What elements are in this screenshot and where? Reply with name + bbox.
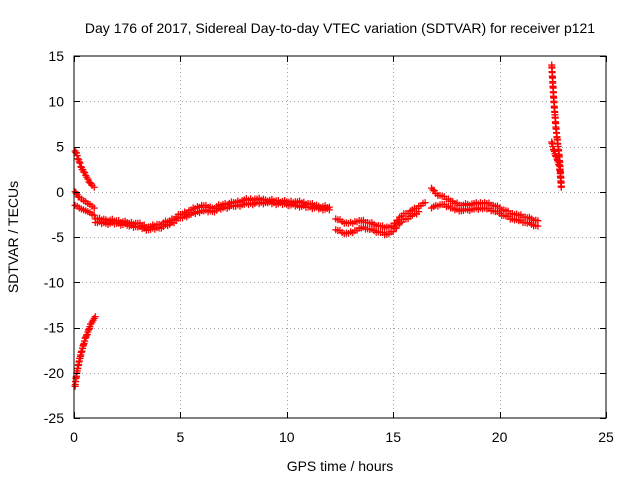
data-point-early-rise bbox=[91, 313, 99, 321]
y-axis-label: SDTVAR / TECUs bbox=[5, 181, 21, 293]
y-tick-label: -5 bbox=[52, 229, 65, 245]
data-point-early-descent-lower bbox=[90, 211, 98, 219]
data-point-early-descent-upper bbox=[73, 152, 81, 160]
data-point-early-descent-upper bbox=[75, 158, 83, 166]
data-point-early-descent-upper bbox=[90, 183, 98, 191]
data-point-early-descent-mid bbox=[90, 204, 98, 212]
x-tick-label: 10 bbox=[279, 429, 295, 445]
y-tick-label: -25 bbox=[44, 410, 64, 426]
data-point-mid-trace-lower bbox=[415, 208, 423, 216]
y-tick-label: 15 bbox=[48, 48, 64, 64]
x-tick-label: 0 bbox=[70, 429, 78, 445]
data-point-early-descent-upper bbox=[74, 155, 82, 163]
data-point-mid-trace-lower bbox=[389, 228, 397, 236]
chart-title: Day 176 of 2017, Sidereal Day-to-day VTE… bbox=[85, 20, 595, 36]
y-tick-label: -10 bbox=[44, 274, 64, 290]
x-tick-label: 5 bbox=[177, 429, 185, 445]
y-tick-label: 0 bbox=[56, 184, 64, 200]
data-point-early-descent-upper bbox=[76, 159, 84, 167]
data-point-end-spike-low bbox=[557, 182, 565, 190]
data-points bbox=[71, 61, 565, 390]
data-point-mid-trace-lower bbox=[394, 221, 402, 229]
data-point-mid-trace bbox=[421, 199, 429, 207]
data-point-main-trace-lower bbox=[325, 206, 333, 214]
data-point-mid-trace-lower bbox=[392, 224, 400, 232]
axis-ticks: 0 5 10 15 20 25 -25 -20 -15 -10 -5 0 5 10 15 bbox=[44, 48, 614, 445]
data-point-early-descent-upper bbox=[80, 168, 88, 176]
x-tick-label: 20 bbox=[492, 429, 508, 445]
grid-lines bbox=[74, 56, 606, 418]
data-point-late-trace bbox=[429, 186, 437, 194]
y-tick-label: 10 bbox=[48, 93, 64, 109]
data-point-late-trace-lower bbox=[534, 222, 542, 230]
y-tick-label: -20 bbox=[44, 365, 64, 381]
x-axis-label: GPS time / hours bbox=[287, 458, 394, 474]
y-tick-label: -15 bbox=[44, 320, 64, 336]
y-tick-label: 5 bbox=[56, 139, 64, 155]
x-tick-label: 25 bbox=[598, 429, 614, 445]
x-tick-label: 15 bbox=[385, 429, 401, 445]
